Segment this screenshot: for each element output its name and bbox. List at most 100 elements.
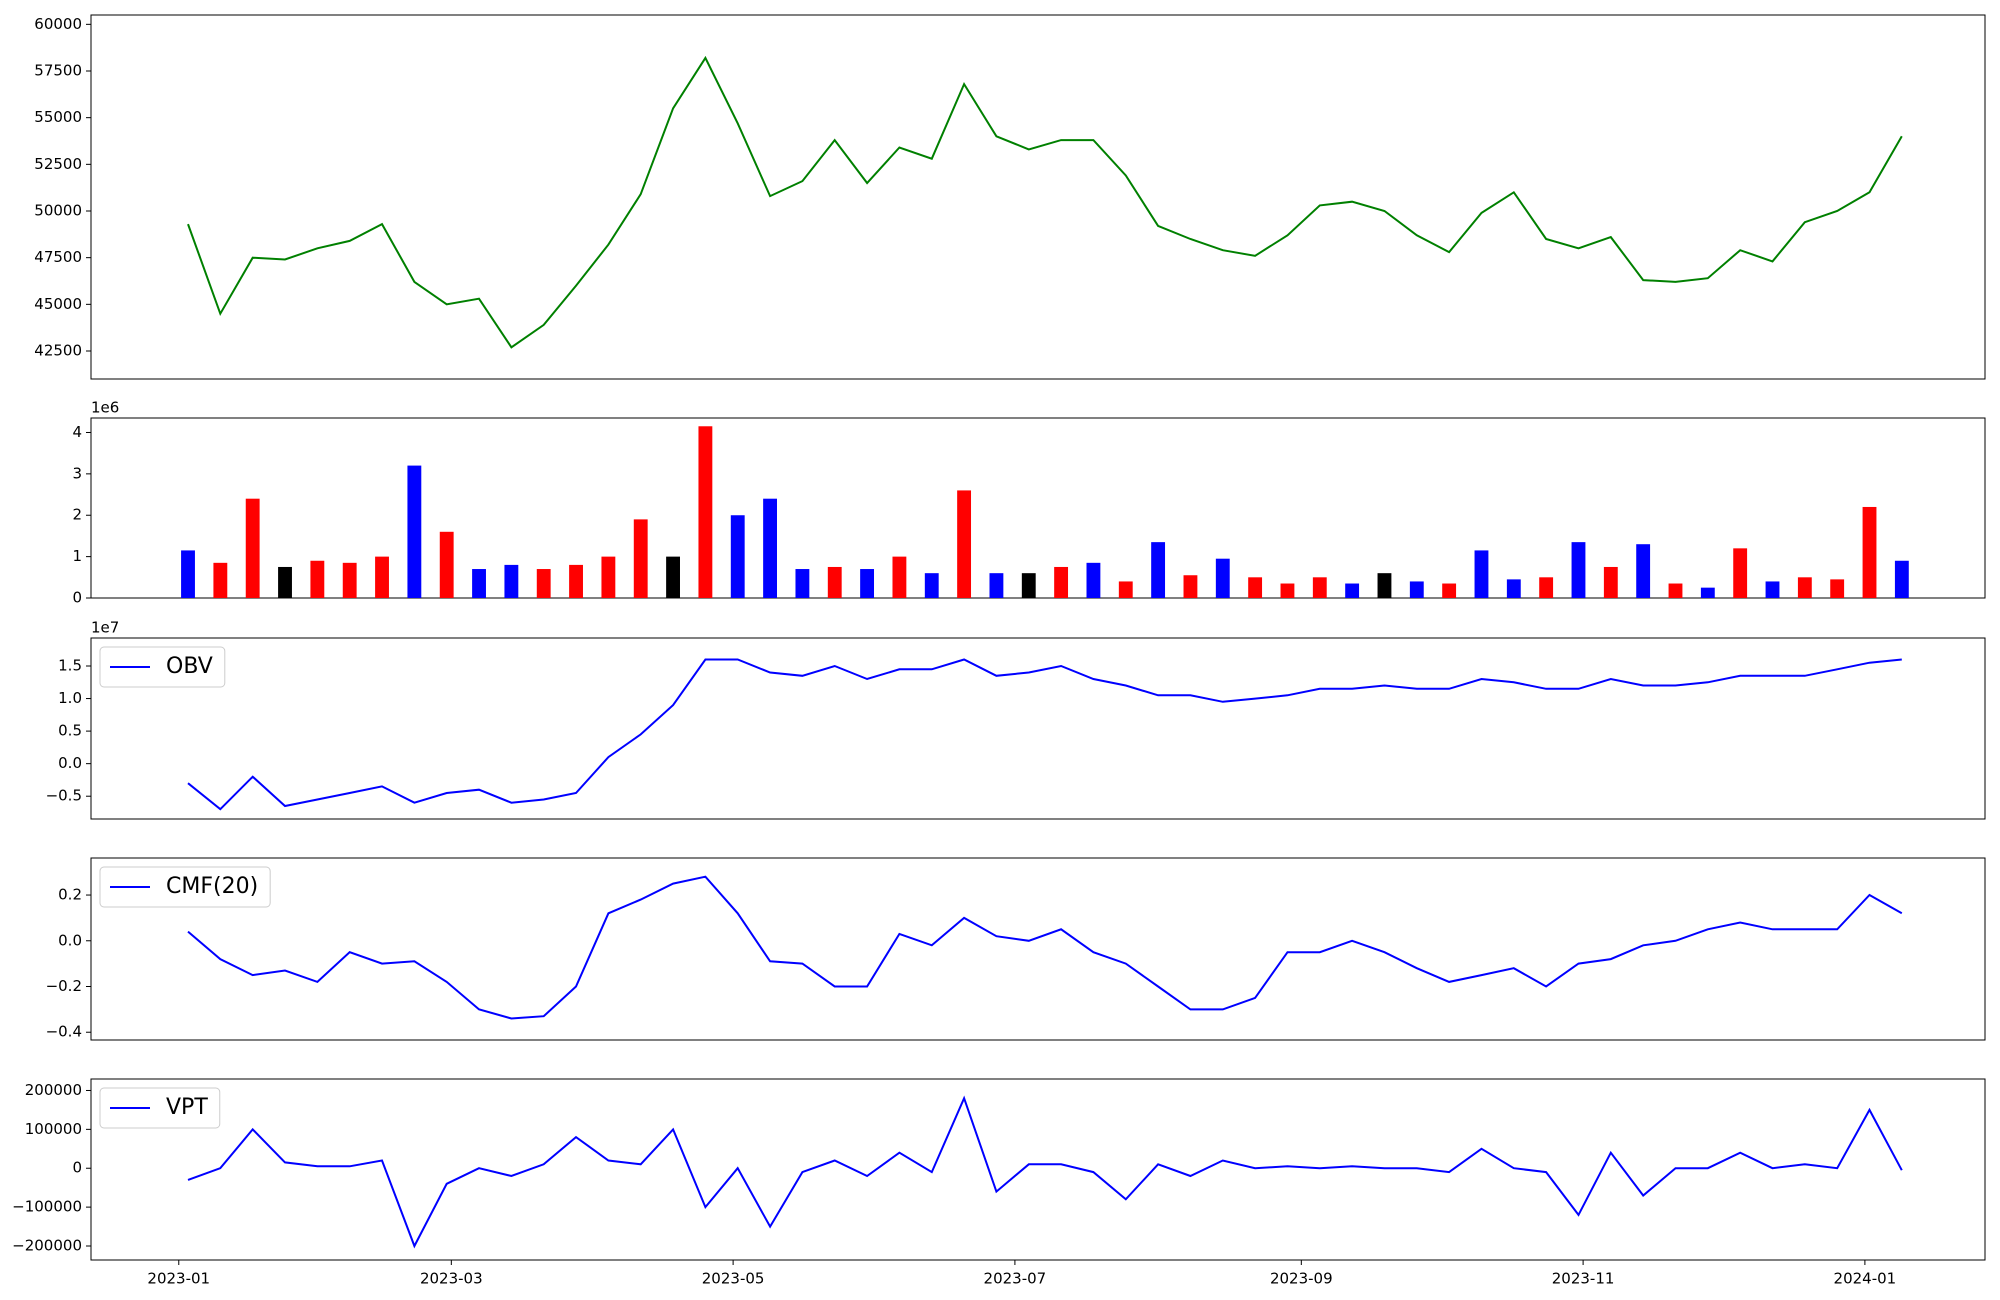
- y-tick-label: 0.0: [58, 931, 82, 949]
- volume-bar: [1797, 577, 1812, 598]
- volume-bar: [1668, 583, 1683, 598]
- y-tick-label: 47500: [34, 248, 82, 266]
- volume-bar: [1474, 550, 1489, 598]
- volume-bar: [1151, 542, 1166, 598]
- y-tick-label: 200000: [25, 1081, 82, 1099]
- volume-bar: [1377, 573, 1392, 598]
- y-offset-label: 1e6: [91, 399, 119, 417]
- volume-bar: [924, 573, 939, 598]
- y-tick-label: 60000: [34, 15, 82, 33]
- x-tick-label: 2023-11: [1552, 1270, 1615, 1288]
- y-tick-label: 57500: [34, 62, 82, 80]
- legend-label: VPT: [166, 1095, 208, 1120]
- volume-bar: [1183, 575, 1198, 598]
- volume-bar: [439, 531, 454, 598]
- y-tick-label: 1.0: [58, 689, 82, 707]
- y-tick-label: 4: [72, 423, 82, 441]
- legend-label: OBV: [166, 654, 213, 679]
- y-tick-label: −0.5: [46, 787, 82, 805]
- y-tick-label: 52500: [34, 155, 82, 173]
- y-tick-label: 2: [72, 506, 82, 524]
- volume-bar: [1248, 577, 1263, 598]
- legend-box: [99, 866, 271, 908]
- axes-frame: [90, 857, 1986, 1041]
- volume-bar: [1118, 581, 1133, 598]
- volume-bar: [407, 465, 422, 598]
- volume-bar: [1054, 566, 1069, 598]
- y-tick-label: 0: [72, 589, 82, 607]
- legend-box: [99, 646, 226, 688]
- volume-bar: [666, 556, 680, 598]
- x-tick-label: 2023-01: [147, 1270, 210, 1288]
- volume-bar: [375, 556, 389, 598]
- y-tick-label: 0.0: [58, 754, 82, 772]
- volume-bar: [698, 426, 713, 598]
- x-tick-label: 2023-03: [420, 1270, 483, 1288]
- volume-bar: [1603, 566, 1618, 598]
- volume-bar: [536, 569, 551, 598]
- volume-bar: [342, 562, 357, 598]
- y-tick-label: −0.4: [46, 1023, 82, 1041]
- volume-bar: [1442, 583, 1457, 598]
- y-tick-label: 1: [72, 547, 82, 565]
- y-tick-label: 45000: [34, 295, 82, 313]
- volume-bar: [827, 566, 842, 598]
- axes-frame: [90, 637, 1986, 820]
- volume-bar: [1215, 558, 1230, 598]
- volume-bar: [1636, 544, 1651, 598]
- volume-bar: [278, 566, 292, 598]
- volume-bar: [1700, 587, 1715, 598]
- x-tick-label: 2024-01: [1834, 1270, 1897, 1288]
- volume-bar: [601, 556, 616, 598]
- volume-bar: [1312, 577, 1327, 598]
- y-tick-label: 50000: [34, 202, 82, 220]
- axes-frame: [90, 417, 1986, 599]
- axes-frame: [90, 1078, 1986, 1261]
- y-offset-label: 1e7: [91, 619, 119, 637]
- axes-frame: [90, 14, 1986, 380]
- volume-bar: [1021, 573, 1036, 598]
- volume-bar: [957, 490, 972, 598]
- volume-bar: [504, 564, 519, 598]
- x-tick-label: 2023-05: [702, 1270, 765, 1288]
- volume-bar: [1539, 577, 1554, 598]
- y-tick-label: 0.2: [58, 886, 82, 904]
- volume-bar: [1280, 583, 1295, 598]
- x-tick-label: 2023-07: [984, 1270, 1047, 1288]
- data-line: [187, 875, 1903, 1020]
- volume-bar: [181, 550, 195, 598]
- volume-bar: [1830, 579, 1845, 598]
- volume-bar: [1571, 542, 1586, 598]
- y-tick-label: 42500: [34, 342, 82, 360]
- volume-bar: [472, 569, 486, 598]
- volume-bar: [245, 498, 260, 598]
- y-tick-label: −200000: [12, 1237, 82, 1255]
- volume-bar: [1862, 506, 1877, 598]
- volume-bar: [310, 560, 325, 598]
- y-tick-label: −0.2: [46, 977, 82, 995]
- data-line: [187, 1095, 1903, 1249]
- volume-bar: [763, 498, 777, 598]
- x-tick-label: 2023-09: [1270, 1270, 1333, 1288]
- data-line: [187, 658, 1902, 811]
- y-tick-label: 0.5: [58, 722, 82, 740]
- y-tick-label: 55000: [34, 108, 82, 126]
- volume-bar: [1765, 581, 1780, 598]
- legend-box: [99, 1087, 221, 1129]
- volume-bar: [892, 556, 907, 598]
- y-tick-label: 100000: [25, 1120, 82, 1138]
- volume-bar: [1733, 548, 1748, 598]
- volume-bar: [633, 519, 648, 598]
- y-tick-label: 3: [72, 464, 82, 482]
- volume-bar: [1345, 583, 1360, 598]
- data-line: [187, 55, 1903, 349]
- volume-bar: [569, 564, 583, 598]
- volume-bar: [1409, 581, 1424, 598]
- volume-bar: [1894, 560, 1909, 598]
- legend-label: CMF(20): [166, 874, 258, 899]
- volume-bar: [213, 562, 228, 598]
- volume-bar: [989, 573, 1004, 598]
- y-tick-label: 1.5: [58, 656, 82, 674]
- volume-bar: [860, 569, 875, 598]
